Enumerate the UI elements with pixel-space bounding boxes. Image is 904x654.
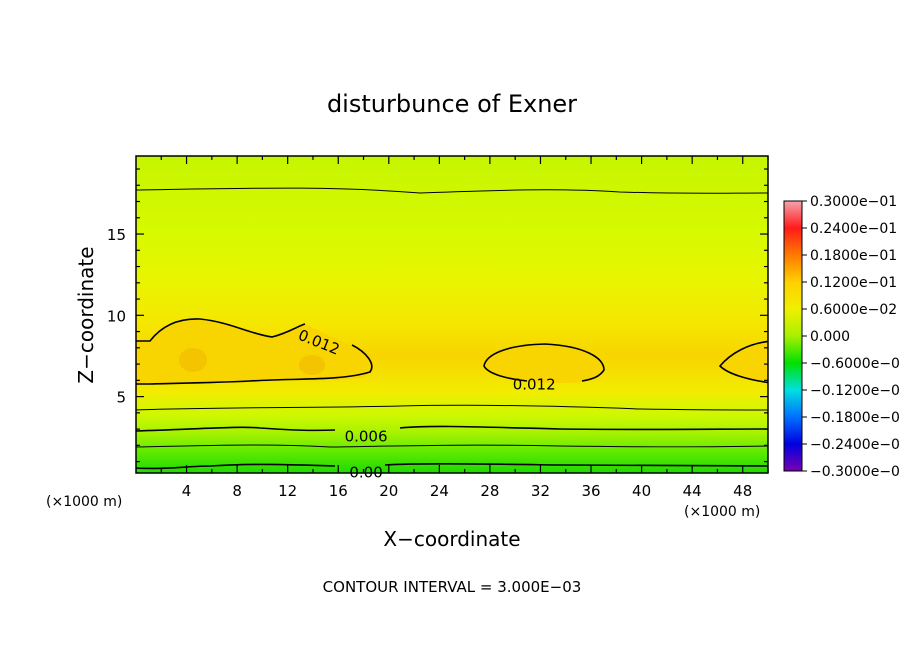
- x-tick-labels: 4 8 12 16 20 24 28 32 36 40 44 48: [182, 482, 752, 500]
- x-unit-left: (×1000 m): [46, 494, 122, 510]
- colorbar-label: 0.1200e−01: [810, 275, 897, 291]
- colorbar-label: 0.2400e−01: [810, 221, 897, 237]
- x-tick-label: 24: [430, 482, 449, 500]
- y-axis-label: Z−coordinate: [74, 246, 98, 383]
- colorbar-label: 0.000: [810, 329, 850, 345]
- contour-0.012-center: [483, 343, 605, 382]
- x-tick-label: 40: [632, 482, 651, 500]
- x-tick-label: 32: [531, 482, 550, 500]
- contour-label-text: 0.006: [345, 428, 388, 446]
- colorbar-label: 0.3000e−01: [810, 194, 897, 210]
- y-tick-label: 15: [107, 226, 126, 244]
- colorbar: [783, 200, 803, 472]
- axis-ticks: [136, 156, 769, 473]
- x-unit-right: (×1000 m): [684, 504, 760, 520]
- contour-lines: [136, 187, 768, 470]
- contour-0.000: [136, 463, 768, 470]
- x-tick-label: 12: [278, 482, 297, 500]
- plot-frame: [135, 155, 769, 474]
- y-tick-label: 5: [116, 389, 126, 407]
- contour-label: 0.012: [513, 376, 556, 394]
- x-tick-label: 4: [182, 482, 192, 500]
- colorbar-label: 0.1800e−01: [810, 248, 897, 264]
- contour-0.006: [136, 425, 768, 432]
- colorbar-labels: 0.3000e−01 0.2400e−01 0.1800e−01 0.1200e−01…: [810, 194, 900, 480]
- colorbar-label: −0.2400e−0: [810, 437, 900, 453]
- x-tick-label: 48: [733, 482, 752, 500]
- contour-interval-note: CONTOUR INTERVAL = 3.000E−03: [323, 578, 582, 596]
- contour-0.012-left: [136, 318, 373, 385]
- contour-0.012-right: [718, 340, 768, 384]
- contour-0.003: [136, 444, 768, 448]
- colorbar-label: −0.6000e−0: [810, 356, 900, 372]
- x-tick-label: 20: [379, 482, 398, 500]
- y-tick-label: 10: [107, 307, 126, 325]
- x-tick-label: 8: [232, 482, 242, 500]
- colorbar-label: −0.3000e−0: [810, 464, 900, 480]
- x-tick-label: 36: [581, 482, 600, 500]
- contour-overlays: [136, 187, 768, 470]
- chart-title: disturbunce of Exner: [327, 90, 577, 118]
- colorbar-label: 0.6000e−02: [810, 302, 897, 318]
- colorbar-label: −0.1800e−0: [810, 410, 900, 426]
- contour-field: [136, 156, 768, 473]
- colorbar-label: −0.1200e−0: [810, 383, 900, 399]
- x-axis-label: X−coordinate: [383, 527, 520, 551]
- core-region-1: [179, 348, 207, 372]
- contour-upper: [136, 187, 768, 194]
- x-tick-label: 44: [683, 482, 702, 500]
- y-tick-labels: 5 10 15: [107, 226, 126, 407]
- contour-label-text: 0.012: [513, 376, 556, 394]
- contour-label: 0.00: [349, 463, 382, 481]
- core-region-2: [299, 355, 325, 375]
- x-tick-label: 28: [480, 482, 499, 500]
- contour-0.009: [136, 404, 768, 411]
- x-tick-label: 16: [329, 482, 348, 500]
- maximum-region-center: [484, 344, 604, 383]
- contour-label: 0.006: [345, 428, 388, 446]
- contour-label-text: 0.00: [349, 463, 382, 481]
- colorbar-ticks: [802, 200, 807, 472]
